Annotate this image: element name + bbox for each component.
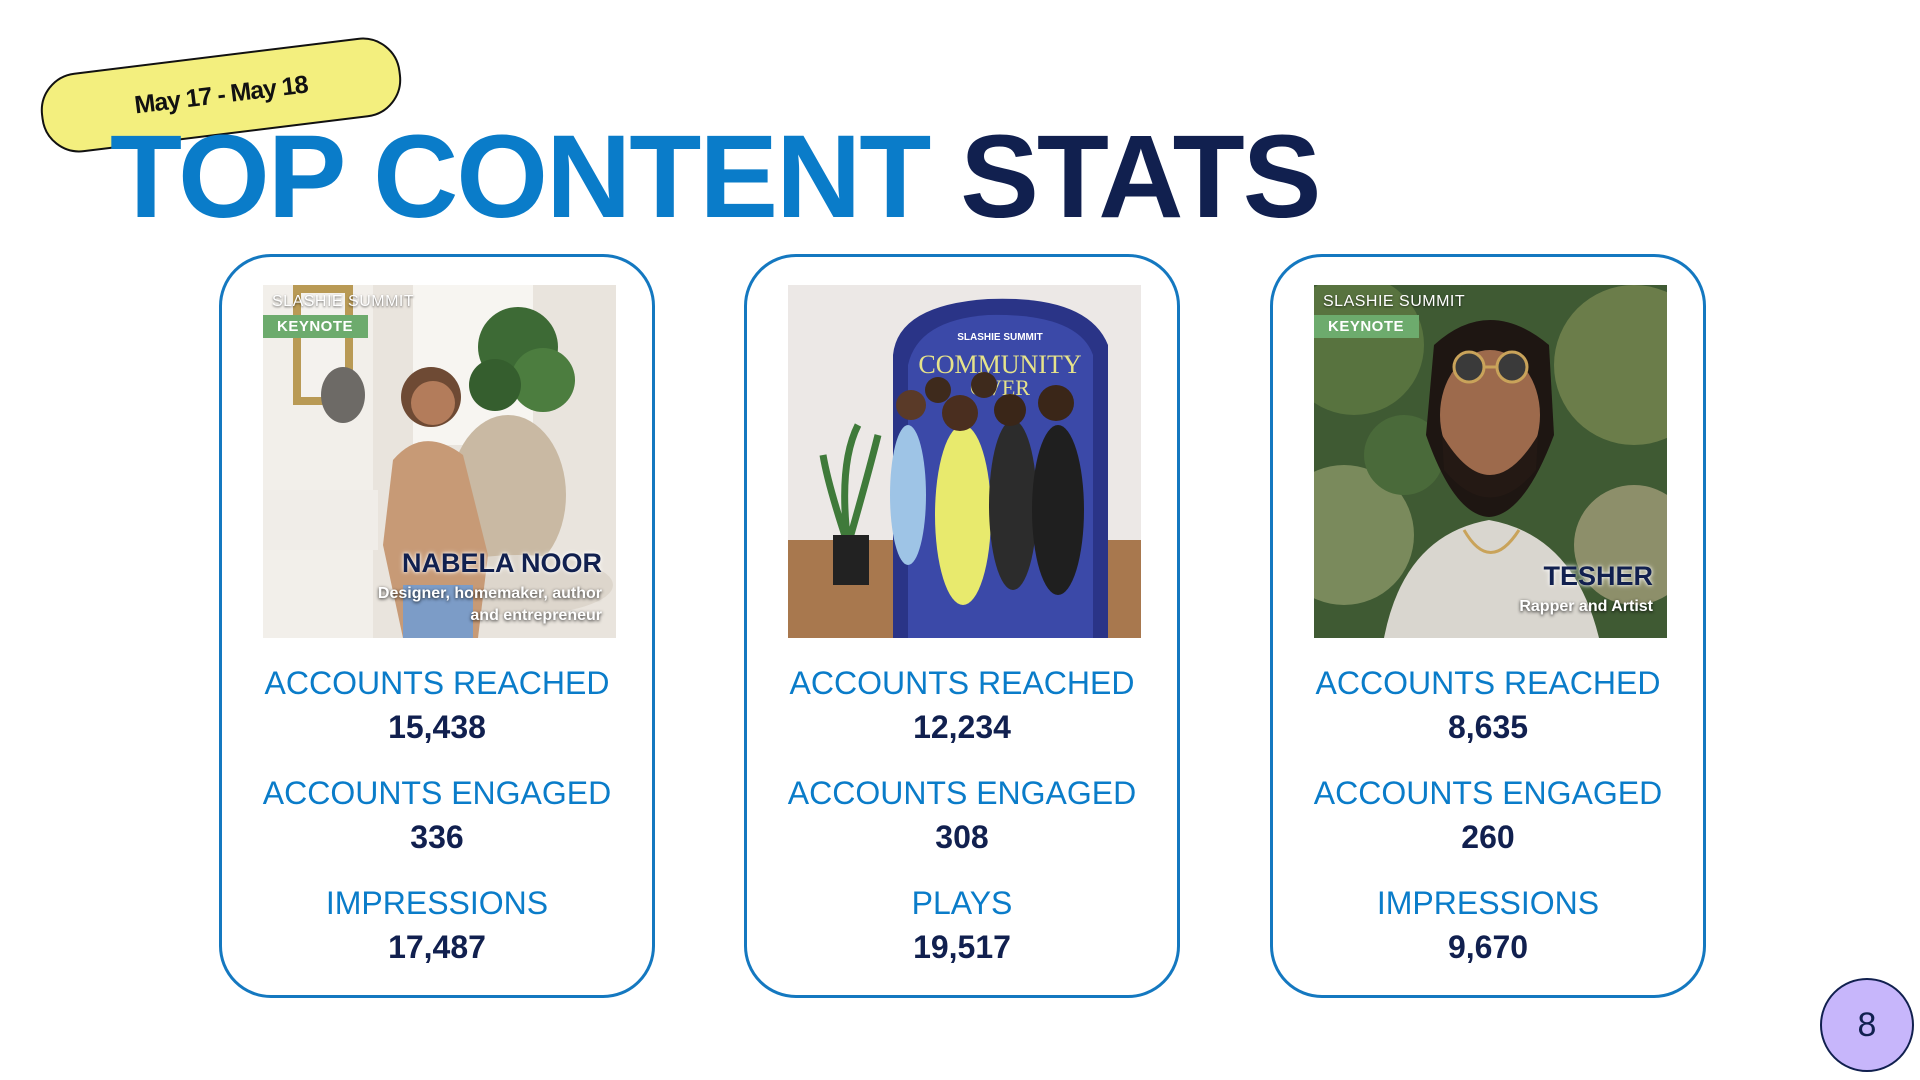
speaker-name: TESHER xyxy=(1543,561,1653,591)
stat-value: 15,438 xyxy=(388,708,486,745)
speaker-subtitle: Rapper and Artist xyxy=(1519,598,1653,615)
keynote-tag: KEYNOTE xyxy=(1314,315,1420,338)
content-card-community[interactable]: SLASHIE SUMMIT COMMUNITY OVER ACCOUNTS R… xyxy=(744,254,1180,998)
stat-value: 17,487 xyxy=(388,928,486,965)
stat-label: ACCOUNTS REACHED xyxy=(264,665,610,701)
stat-label: ACCOUNTS REACHED xyxy=(789,665,1135,701)
stats-list: ACCOUNTS REACHED 8,635 ACCOUNTS ENGAGED … xyxy=(1273,665,1703,995)
photo-nabela-noor: SLASHIE SUMMIT KEYNOTE NABELA NOOR Desig… xyxy=(263,285,616,638)
stat-accounts-reached: ACCOUNTS REACHED 8,635 xyxy=(1273,665,1703,775)
stat-value: 8,635 xyxy=(1447,708,1529,745)
backdrop-big-text: COMMUNITY xyxy=(918,350,1081,379)
stat-value: 308 xyxy=(935,818,989,855)
photo-tesher: SLASHIE SUMMIT KEYNOTE TESHER Rapper and… xyxy=(1314,285,1667,638)
page-title: TOP CONTENT STATS xyxy=(110,118,1321,236)
photo-brand-label: SLASHIE SUMMIT xyxy=(272,293,415,310)
stats-list: ACCOUNTS REACHED 12,234 ACCOUNTS ENGAGED… xyxy=(747,665,1177,995)
content-card-tesher[interactable]: SLASHIE SUMMIT KEYNOTE TESHER Rapper and… xyxy=(1270,254,1706,998)
stat-accounts-engaged: ACCOUNTS ENGAGED 260 xyxy=(1273,775,1703,885)
stat-label: ACCOUNTS REACHED xyxy=(1315,665,1661,701)
stat-plays: PLAYS 19,517 xyxy=(747,885,1177,995)
stat-label: ACCOUNTS ENGAGED xyxy=(1313,775,1663,811)
stat-label: ACCOUNTS ENGAGED xyxy=(262,775,612,811)
stat-value: 9,670 xyxy=(1447,928,1529,965)
speaker-name: NABELA NOOR xyxy=(402,548,602,578)
photo-community-group: SLASHIE SUMMIT COMMUNITY OVER xyxy=(788,285,1141,638)
page-number-badge: 8 xyxy=(1820,978,1914,1072)
photo-brand-label: SLASHIE SUMMIT xyxy=(1323,293,1466,310)
content-card-nabela-noor[interactable]: SLASHIE SUMMIT KEYNOTE NABELA NOOR Desig… xyxy=(219,254,655,998)
stat-label: ACCOUNTS ENGAGED xyxy=(787,775,1137,811)
stat-value: 12,234 xyxy=(913,708,1011,745)
stat-impressions: IMPRESSIONS 17,487 xyxy=(222,885,652,995)
stat-accounts-reached: ACCOUNTS REACHED 12,234 xyxy=(747,665,1177,775)
stat-accounts-engaged: ACCOUNTS ENGAGED 308 xyxy=(747,775,1177,885)
stat-value: 19,517 xyxy=(913,928,1011,965)
stats-list: ACCOUNTS REACHED 15,438 ACCOUNTS ENGAGED… xyxy=(222,665,652,995)
stat-accounts-reached: ACCOUNTS REACHED 15,438 xyxy=(222,665,652,775)
speaker-subtitle: Designer, homemaker, author and entrepre… xyxy=(377,585,602,624)
stat-value: 260 xyxy=(1461,818,1515,855)
backdrop-small-text: SLASHIE SUMMIT xyxy=(957,332,1043,343)
keynote-tag: KEYNOTE xyxy=(263,315,369,338)
stat-label: PLAYS xyxy=(911,885,1013,921)
title-part-2: STATS xyxy=(960,111,1321,243)
title-part-1: TOP CONTENT xyxy=(110,111,931,243)
stat-accounts-engaged: ACCOUNTS ENGAGED 336 xyxy=(222,775,652,885)
stat-label: IMPRESSIONS xyxy=(325,885,549,921)
stat-label: IMPRESSIONS xyxy=(1376,885,1600,921)
stat-impressions: IMPRESSIONS 9,670 xyxy=(1273,885,1703,995)
stat-value: 336 xyxy=(410,818,464,855)
